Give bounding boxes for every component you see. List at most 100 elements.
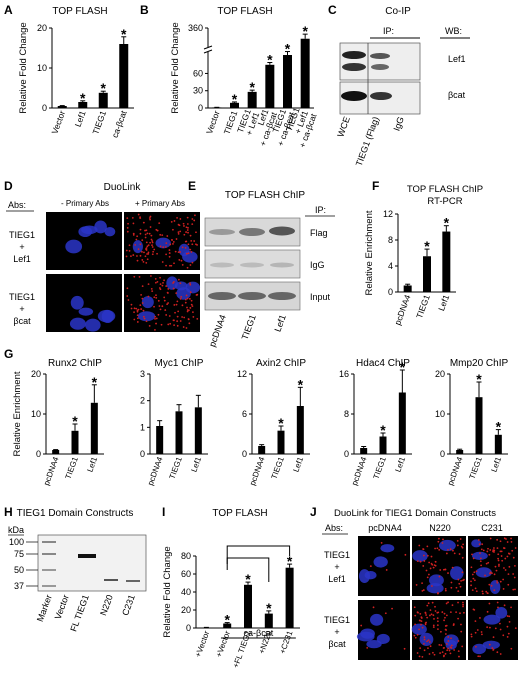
pla-dot xyxy=(136,255,138,257)
bar xyxy=(244,584,252,628)
pla-dot xyxy=(148,217,151,219)
pla-dot xyxy=(178,259,181,261)
band xyxy=(370,92,392,100)
pla-dot xyxy=(446,649,449,652)
chart-G5: 0 10 20 Mmp20 ChIP pcDNA4 * TIEG1 * Lef1 xyxy=(435,358,509,487)
nucleus xyxy=(97,309,116,323)
pla-dot xyxy=(127,222,129,225)
pla-dot xyxy=(414,636,417,639)
pla-dot xyxy=(506,555,509,558)
pla-dot xyxy=(477,655,480,658)
pla-dot xyxy=(149,226,152,228)
pla-dot xyxy=(161,261,164,263)
pla-dot xyxy=(499,628,502,631)
pla-dot xyxy=(413,606,416,609)
pla-dot xyxy=(443,646,445,649)
pla-dot xyxy=(433,618,435,620)
pla-dot xyxy=(471,553,473,556)
chart-title: Hdac4 ChIP xyxy=(356,358,410,369)
pla-dot xyxy=(191,223,194,226)
panel-letter: D xyxy=(4,179,13,193)
pla-dot xyxy=(496,538,499,541)
nucleus xyxy=(370,613,384,626)
pla-dot xyxy=(434,564,437,567)
pla-dot xyxy=(195,231,197,234)
pla-dot xyxy=(423,560,426,562)
pla-dot xyxy=(139,216,141,219)
pla-dot xyxy=(471,589,474,591)
pla-dot xyxy=(413,634,416,637)
pla-dot xyxy=(434,547,436,550)
pla-dot xyxy=(508,565,511,568)
pla-dot xyxy=(147,244,150,247)
pla-dot xyxy=(187,309,190,312)
pla-dot xyxy=(126,217,129,220)
pla-dot xyxy=(190,303,193,306)
lane-label: N220 xyxy=(98,593,115,617)
x-tick-label: TIEG1 xyxy=(90,109,108,136)
bar xyxy=(277,430,285,454)
y-tick-label: 0 xyxy=(388,287,393,297)
axis-break-gap xyxy=(204,47,212,52)
pla-dot xyxy=(479,655,481,658)
pla-dot xyxy=(185,240,188,243)
x-tick-label-line: TIEG1 xyxy=(414,293,432,320)
pla-dot xyxy=(434,560,437,563)
pla-dot xyxy=(153,296,156,299)
pla-dot xyxy=(426,554,429,557)
blot-strip xyxy=(37,534,147,592)
pla-dot xyxy=(128,244,131,247)
micrograph-background xyxy=(46,212,122,270)
axis-break-mark xyxy=(203,49,213,54)
bar xyxy=(247,91,257,108)
pla-dot xyxy=(419,647,422,650)
significance-star: * xyxy=(298,376,304,392)
pla-dot xyxy=(141,302,144,304)
pla-dot xyxy=(184,247,187,249)
pla-dot xyxy=(173,324,176,326)
pla-dot xyxy=(460,580,462,582)
pla-dot xyxy=(513,564,516,567)
pla-dot xyxy=(155,317,158,320)
x-tick-label: Lef1 xyxy=(291,455,305,473)
pla-dot xyxy=(493,551,495,553)
pla-dot xyxy=(459,585,462,588)
pla-dot xyxy=(156,280,159,283)
x-tick-label: ca-βcat xyxy=(110,109,129,139)
panel-letter: G xyxy=(4,347,13,361)
pla-dot xyxy=(175,303,178,306)
pla-dot xyxy=(177,231,180,234)
pla-dot xyxy=(155,294,157,297)
pla-dot xyxy=(139,243,142,246)
x-tick-label: Lef1 xyxy=(189,455,203,473)
pla-dot xyxy=(429,614,431,617)
y-tick-label: 10 xyxy=(31,409,41,419)
pla-dot xyxy=(136,259,139,262)
pla-dot xyxy=(404,553,407,556)
x-tick-label-line: Lef1 xyxy=(73,109,88,128)
band-n220 xyxy=(104,579,118,581)
pla-dot xyxy=(496,651,499,654)
row-label: TIEG1 xyxy=(9,230,35,240)
col-label: - Primary Abs xyxy=(61,199,109,208)
nucleus xyxy=(132,240,143,254)
pla-dot xyxy=(492,649,495,651)
bar xyxy=(156,426,164,454)
bar xyxy=(360,448,368,454)
x-tick-label: pcDNA4 xyxy=(248,455,267,487)
abs-label: Abs: xyxy=(8,200,26,210)
pla-dot xyxy=(175,238,178,240)
pla-dot xyxy=(141,297,144,300)
pla-dot xyxy=(462,543,465,546)
abs-label: Abs: xyxy=(325,523,343,533)
pla-dot xyxy=(423,636,426,639)
pla-dot xyxy=(488,643,491,646)
pla-dot xyxy=(462,603,464,606)
pla-dot xyxy=(455,611,458,614)
pla-dot xyxy=(503,567,505,569)
pla-dot xyxy=(434,610,437,612)
x-tick-label: TIEG1 xyxy=(64,455,81,480)
pla-dot xyxy=(136,314,139,317)
pla-dot xyxy=(503,537,506,540)
